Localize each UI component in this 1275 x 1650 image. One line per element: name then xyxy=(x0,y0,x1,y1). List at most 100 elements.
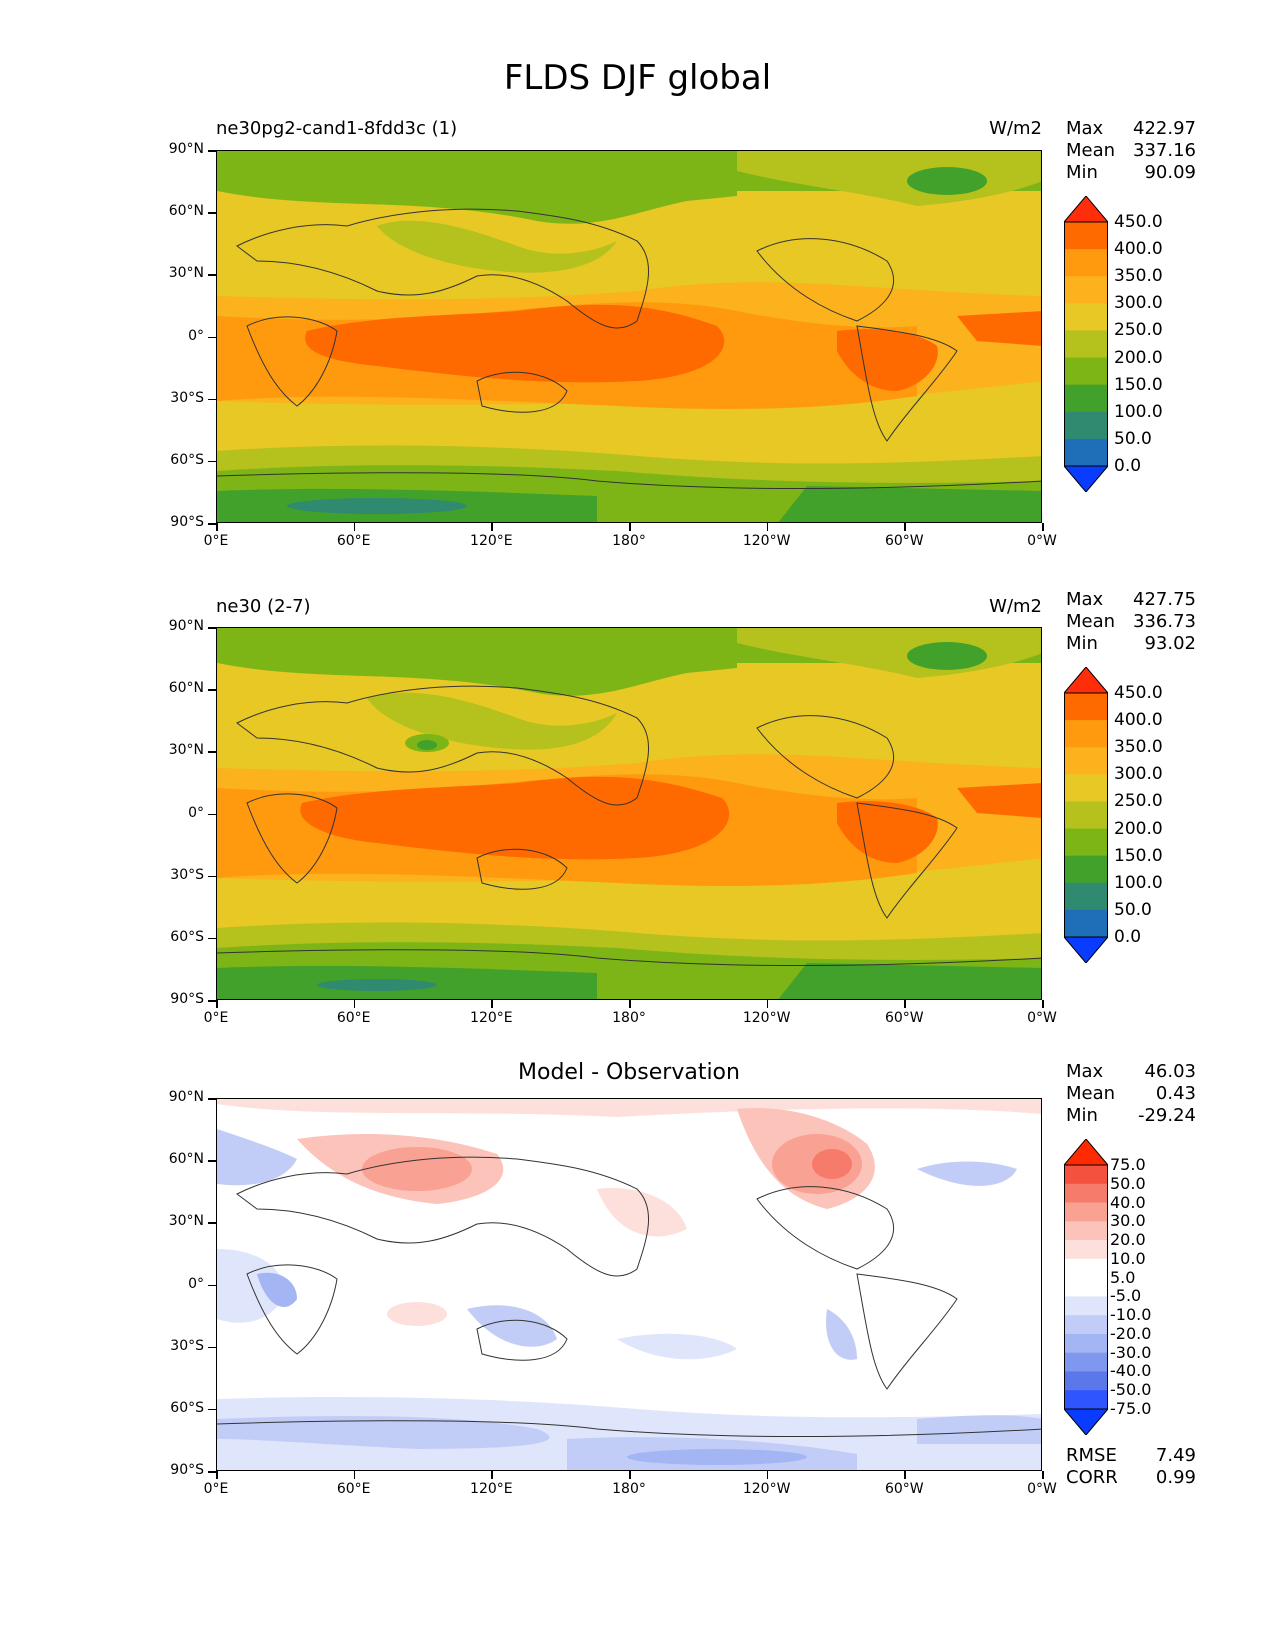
colorbar-label: 300.0 xyxy=(1114,293,1163,314)
y-tick-label: 90°N xyxy=(168,141,204,157)
colorbar-label: 0.0 xyxy=(1114,456,1142,476)
panel-1-colorbar xyxy=(1064,196,1108,492)
x-tick-label: 120°W xyxy=(742,533,791,549)
colorbar-segment xyxy=(1064,1240,1108,1260)
colorbar-label: 200.0 xyxy=(1114,347,1163,368)
colorbar-segment xyxy=(1064,747,1108,775)
x-tick xyxy=(1042,1000,1044,1008)
y-tick xyxy=(208,813,216,815)
rmse-value: 7.49 xyxy=(1155,1445,1196,1466)
y-tick-label: 30°N xyxy=(168,742,204,759)
x-tick-label: 120°E xyxy=(470,1481,513,1497)
colorbar-label: 20.0 xyxy=(1110,1230,1146,1250)
stat-min-value: -29.24 xyxy=(1137,1105,1196,1126)
x-tick-label: 0°W xyxy=(1027,533,1057,549)
colorbar-extend-max xyxy=(1064,1139,1108,1166)
stat-mean-label: Mean xyxy=(1066,140,1116,161)
x-tick xyxy=(904,523,906,531)
colorbar-outline xyxy=(1064,692,1108,938)
colorbar-label: -50.0 xyxy=(1110,1380,1152,1400)
panel-1-stats: Max 422.97 Mean 337.16 Min 90.09 xyxy=(1066,118,1196,184)
colorbar-segment xyxy=(1064,1221,1108,1241)
x-tick-label: 120°W xyxy=(742,1481,791,1497)
y-tick-label: 0° xyxy=(188,327,204,344)
y-tick xyxy=(208,398,216,401)
y-tick-label: 60°S xyxy=(170,928,204,945)
colorbar-label: -40.0 xyxy=(1110,1361,1152,1381)
x-tick-label: 180° xyxy=(612,533,646,549)
colorbar-extend-max xyxy=(1064,196,1108,223)
colorbar-segment xyxy=(1064,1315,1108,1335)
panel-2-map xyxy=(216,627,1042,1000)
colorbar-segment xyxy=(1064,774,1108,802)
colorbar-segment xyxy=(1064,855,1108,884)
y-tick-label: 90°S xyxy=(170,991,204,1007)
panel-3-title: Model - Observation xyxy=(518,1060,740,1085)
corr-value: 0.99 xyxy=(1155,1467,1196,1488)
colorbar-segment xyxy=(1064,909,1108,938)
panel-3-map xyxy=(216,1098,1042,1471)
x-tick-label: 180° xyxy=(612,1010,646,1026)
panel-1-units: W/m2 xyxy=(989,118,1042,139)
y-tick xyxy=(208,1222,216,1224)
colorbar-label: 150.0 xyxy=(1114,374,1163,395)
panel-1-title: ne30pg2-cand1-8fdd3c (1) xyxy=(216,118,458,139)
y-tick-label: 0° xyxy=(188,804,204,821)
x-tick-label: 0°E xyxy=(203,1481,229,1497)
y-tick xyxy=(208,523,216,525)
colorbar-extend-min xyxy=(1064,465,1108,492)
colorbar-segment xyxy=(1064,438,1108,467)
y-tick-label: 60°S xyxy=(170,1399,204,1416)
y-tick xyxy=(208,1098,216,1100)
colorbar-label: -5.0 xyxy=(1110,1286,1142,1306)
colorbar-label: 350.0 xyxy=(1114,737,1163,758)
colorbar-segment xyxy=(1064,720,1108,748)
x-tick-label: 60°W xyxy=(884,1010,924,1026)
colorbar-label: 250.0 xyxy=(1114,791,1163,812)
colorbar-segment xyxy=(1064,1165,1108,1185)
y-tick-label: 30°S xyxy=(170,389,204,406)
colorbar-segment xyxy=(1064,384,1108,413)
colorbar-label: 5.0 xyxy=(1110,1267,1136,1287)
colorbar-label: 100.0 xyxy=(1114,872,1163,893)
colorbar-segment xyxy=(1064,1202,1108,1222)
y-tick xyxy=(208,627,216,629)
y-tick-label: 30°N xyxy=(168,265,204,282)
y-tick-label: 0° xyxy=(188,1275,204,1292)
colorbar-segment xyxy=(1064,249,1108,277)
colorbar-label: 450.0 xyxy=(1114,683,1163,703)
stat-max-label: Max xyxy=(1066,589,1104,610)
colorbar-extend-min xyxy=(1064,936,1108,963)
colorbar-label: -10.0 xyxy=(1110,1305,1152,1325)
y-tick xyxy=(208,274,216,276)
y-tick-label: 90°N xyxy=(168,1089,204,1105)
panel-3-colorbar xyxy=(1064,1139,1108,1435)
x-tick xyxy=(629,1000,631,1008)
panel-3-metrics: RMSE 7.49 CORR 0.99 xyxy=(1066,1445,1196,1489)
stat-min-label: Min xyxy=(1066,162,1098,183)
colorbar-label: 75.0 xyxy=(1110,1155,1146,1174)
colorbar-label: 50.0 xyxy=(1110,1173,1146,1193)
x-tick-label: 0°E xyxy=(203,533,229,549)
x-tick-label: 180° xyxy=(612,1481,646,1497)
y-tick-label: 60°N xyxy=(168,203,204,220)
colorbar-label: 30.0 xyxy=(1110,1211,1146,1231)
colorbar-label: 300.0 xyxy=(1114,764,1163,785)
colorbar-segment xyxy=(1064,1352,1108,1372)
colorbar-segment xyxy=(1064,1258,1108,1279)
stat-mean-value: 337.16 xyxy=(1133,140,1196,161)
y-tick xyxy=(208,336,216,338)
colorbar-segment xyxy=(1064,411,1108,440)
figure-title: FLDS DJF global xyxy=(503,58,772,98)
x-tick-label: 120°E xyxy=(470,1010,513,1026)
x-tick xyxy=(904,1000,906,1008)
colorbar-extend-min xyxy=(1064,1408,1108,1435)
y-tick xyxy=(208,460,216,463)
y-tick-label: 90°N xyxy=(168,618,204,634)
y-tick xyxy=(208,1160,216,1162)
colorbar-label: -20.0 xyxy=(1110,1323,1152,1343)
y-tick-label: 60°N xyxy=(168,680,204,697)
colorbar-segment xyxy=(1064,1390,1108,1410)
colorbar-outline xyxy=(1064,221,1108,467)
stat-mean-value: 336.73 xyxy=(1133,611,1196,632)
